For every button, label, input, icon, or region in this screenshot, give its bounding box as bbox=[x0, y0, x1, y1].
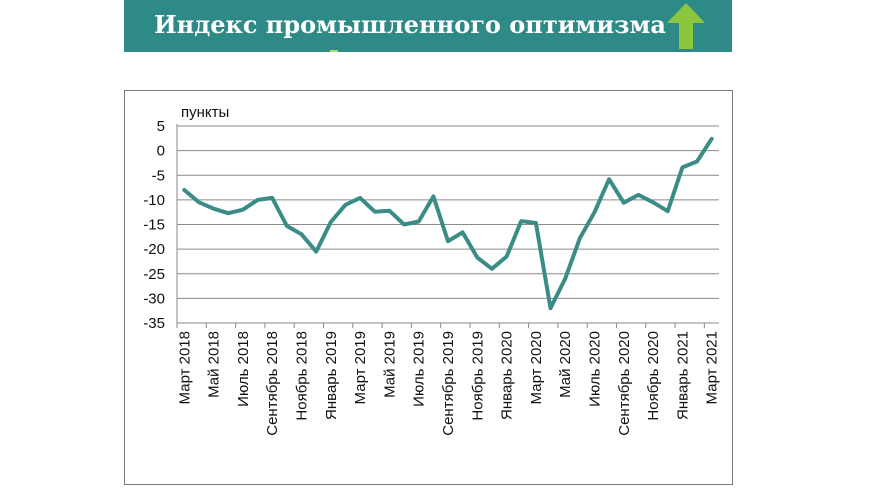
y-tick-label: -10 bbox=[143, 192, 165, 209]
header-banner: Индекс промышленного оптимизма bbox=[124, 0, 732, 52]
data-point bbox=[636, 193, 640, 197]
x-tick-label: Январь 2019 bbox=[323, 331, 340, 420]
data-point bbox=[314, 250, 318, 254]
data-point bbox=[300, 232, 303, 236]
data-point bbox=[358, 196, 362, 200]
data-point bbox=[417, 220, 421, 223]
decorative-underline bbox=[330, 50, 338, 52]
y-tick-label: 0 bbox=[157, 143, 165, 160]
x-tick-label: Ноябрь 2019 bbox=[469, 331, 486, 421]
y-tick-label: -25 bbox=[143, 266, 165, 283]
data-points bbox=[182, 137, 714, 310]
data-point bbox=[680, 165, 684, 169]
chart-frame: 5 0 -5 -10 -15 -20 -25 -30 -35 Март 2018 Май 2018… bbox=[124, 90, 733, 485]
y-axis-ticks: 5 0 -5 -10 -15 -20 -25 -30 -35 bbox=[143, 118, 165, 332]
data-point bbox=[666, 209, 670, 213]
data-point bbox=[373, 210, 377, 214]
data-point bbox=[285, 224, 289, 228]
x-tick-label: Июль 2018 bbox=[235, 331, 252, 407]
data-point bbox=[431, 194, 435, 198]
y-axis-label: пункты bbox=[181, 104, 229, 121]
data-point bbox=[197, 200, 201, 204]
data-point bbox=[461, 230, 465, 234]
y-tick-label: -35 bbox=[143, 315, 165, 332]
data-point bbox=[212, 207, 216, 211]
x-tick-label: Сентябрь 2019 bbox=[440, 331, 457, 436]
data-point bbox=[710, 137, 714, 141]
data-point bbox=[622, 201, 626, 205]
data-point bbox=[475, 256, 479, 259]
x-tick-label: Май 2018 bbox=[206, 331, 223, 398]
grid-lines bbox=[177, 125, 719, 299]
y-tick-label: -5 bbox=[152, 167, 165, 184]
x-tick-label: Июль 2020 bbox=[586, 331, 603, 407]
up-arrow-icon bbox=[667, 3, 705, 49]
data-point bbox=[563, 277, 567, 281]
data-point bbox=[607, 177, 611, 181]
line-chart: 5 0 -5 -10 -15 -20 -25 -30 -35 Март 2018 Май 2018… bbox=[143, 104, 720, 436]
axes bbox=[176, 124, 719, 328]
x-tick-label: Сентябрь 2020 bbox=[616, 331, 633, 436]
x-tick-label: Июль 2019 bbox=[411, 331, 428, 407]
y-tick-label: -20 bbox=[143, 241, 165, 258]
data-point bbox=[651, 200, 655, 204]
data-point bbox=[270, 196, 274, 200]
data-point bbox=[344, 203, 347, 207]
x-tick-label: Март 2020 bbox=[528, 331, 545, 404]
data-point bbox=[226, 211, 230, 215]
data-point bbox=[505, 255, 509, 258]
page-title: Индекс промышленного оптимизма bbox=[154, 10, 666, 39]
x-tick-label: Сентябрь 2018 bbox=[264, 331, 281, 436]
data-point bbox=[182, 188, 186, 192]
series-line bbox=[182, 136, 714, 311]
data-point bbox=[534, 221, 538, 225]
data-point bbox=[241, 208, 245, 212]
data-point bbox=[402, 223, 406, 226]
x-tick-label: Март 2019 bbox=[352, 331, 369, 404]
data-point bbox=[490, 267, 494, 271]
y-tick-label: -15 bbox=[143, 217, 165, 234]
data-point bbox=[549, 306, 552, 310]
data-point bbox=[695, 160, 699, 163]
data-point bbox=[256, 198, 260, 202]
data-point bbox=[329, 220, 333, 224]
data-point bbox=[446, 239, 450, 243]
x-tick-label: Январь 2020 bbox=[499, 331, 516, 420]
x-tick-label: Май 2020 bbox=[557, 331, 574, 398]
data-point bbox=[519, 219, 523, 223]
y-tick-label: -30 bbox=[143, 290, 165, 307]
x-tick-label: Январь 2021 bbox=[674, 331, 691, 420]
data-point bbox=[578, 236, 582, 240]
y-tick-label: 5 bbox=[157, 118, 165, 135]
x-tick-label: Ноябрь 2018 bbox=[294, 331, 311, 421]
x-tick-label: Март 2018 bbox=[176, 331, 193, 404]
x-tick-label: Ноябрь 2020 bbox=[645, 331, 662, 421]
x-tick-label: Май 2019 bbox=[381, 331, 398, 398]
x-tick-label: Март 2021 bbox=[704, 331, 721, 404]
data-point bbox=[593, 210, 596, 214]
data-point bbox=[387, 209, 391, 213]
x-axis-ticks: Март 2018 Май 2018 Июль 2018 Сентябрь 2018 Н… bbox=[176, 331, 720, 436]
